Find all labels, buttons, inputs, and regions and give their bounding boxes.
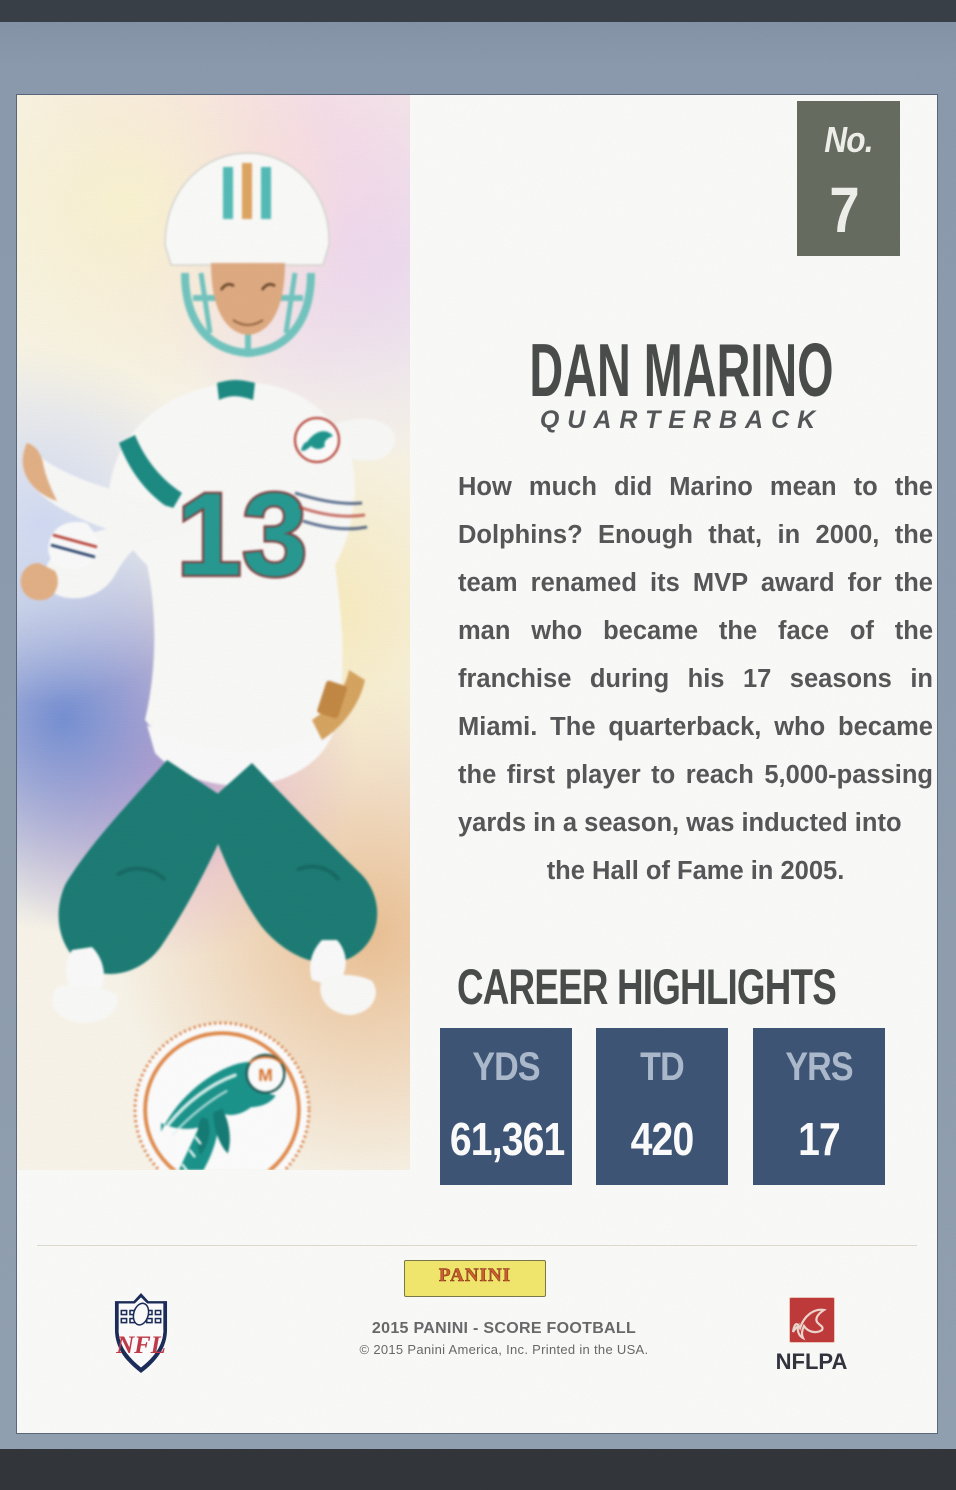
svg-text:13: 13 bbox=[176, 469, 307, 601]
svg-text:NFL: NFL bbox=[115, 1332, 166, 1359]
svg-text:M: M bbox=[258, 1065, 273, 1085]
